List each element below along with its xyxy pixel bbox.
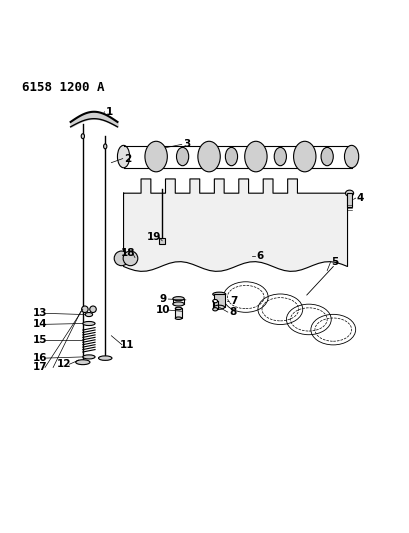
Ellipse shape [175, 307, 181, 310]
Text: 9: 9 [160, 294, 166, 304]
Ellipse shape [176, 148, 188, 166]
Ellipse shape [244, 141, 266, 172]
Ellipse shape [98, 356, 112, 360]
Ellipse shape [83, 321, 95, 326]
Text: 17: 17 [33, 362, 47, 373]
Ellipse shape [173, 302, 184, 306]
Ellipse shape [173, 297, 184, 301]
Ellipse shape [117, 146, 129, 168]
Ellipse shape [225, 148, 237, 166]
Ellipse shape [103, 144, 107, 149]
Text: 14: 14 [33, 319, 47, 329]
Text: 6158 1200 A: 6158 1200 A [22, 81, 104, 94]
Text: 7: 7 [230, 296, 238, 306]
Circle shape [90, 306, 96, 312]
Ellipse shape [83, 355, 95, 359]
Ellipse shape [85, 312, 92, 317]
Text: 11: 11 [119, 340, 134, 350]
Ellipse shape [144, 141, 167, 172]
Text: 13: 13 [33, 308, 47, 318]
Ellipse shape [320, 148, 333, 166]
Ellipse shape [76, 360, 90, 365]
Text: 12: 12 [57, 359, 72, 369]
Ellipse shape [344, 146, 358, 168]
Bar [175, 309, 181, 318]
Circle shape [81, 306, 88, 312]
Circle shape [123, 251, 137, 265]
Text: 8: 8 [229, 307, 236, 317]
Text: 3: 3 [182, 139, 190, 149]
Text: 6: 6 [256, 252, 263, 261]
Text: 16: 16 [33, 353, 47, 363]
Bar [346, 193, 352, 207]
Ellipse shape [212, 292, 225, 296]
Text: 1: 1 [106, 107, 112, 117]
Ellipse shape [175, 317, 181, 319]
Text: 18: 18 [120, 248, 135, 258]
Circle shape [114, 251, 128, 265]
Ellipse shape [213, 305, 224, 309]
Ellipse shape [81, 134, 84, 139]
Text: 5: 5 [331, 257, 338, 268]
Bar [213, 294, 224, 307]
Ellipse shape [345, 190, 353, 196]
Ellipse shape [274, 148, 286, 166]
Text: 2: 2 [124, 154, 131, 164]
Text: 4: 4 [356, 193, 363, 203]
Text: 15: 15 [33, 335, 47, 345]
Text: 19: 19 [146, 232, 161, 242]
Ellipse shape [212, 308, 217, 311]
Ellipse shape [293, 141, 315, 172]
Text: 10: 10 [156, 305, 170, 315]
Polygon shape [123, 179, 347, 271]
Ellipse shape [198, 141, 220, 172]
Bar [159, 238, 165, 244]
Ellipse shape [212, 300, 217, 303]
